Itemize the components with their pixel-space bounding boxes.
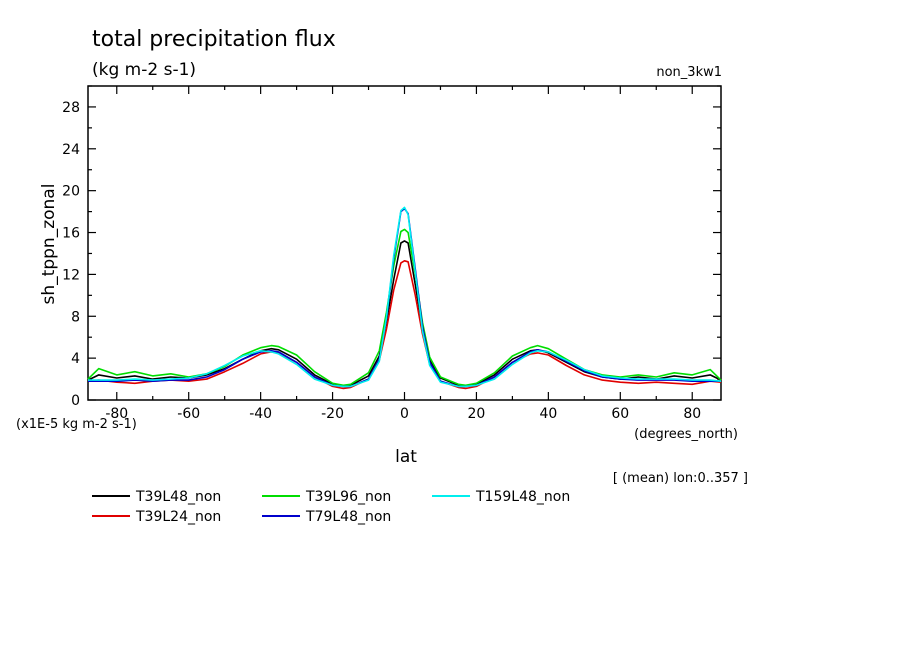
y-tick-label: 16 <box>62 226 80 242</box>
series-line-T39L48_non <box>87 240 722 388</box>
x-tick-label: 20 <box>468 406 486 422</box>
y-tick-label: 0 <box>71 393 80 409</box>
plot-area: -80 -60 -40 -20 0 20 40 60 80 0 4 8 12 16 20 24 28 <box>62 85 722 422</box>
y-tick-label: 24 <box>62 142 80 158</box>
series-line-T39L24_non <box>87 259 722 390</box>
chart-units: (kg m-2 s-1) <box>92 60 196 80</box>
experiment-label: non_3kw1 <box>656 65 722 80</box>
mean-note: [ (mean) lon:0..357 ] <box>613 471 748 486</box>
legend-label: T39L48_non <box>135 489 221 505</box>
y-tick-label: 4 <box>71 351 80 367</box>
x-tick-label: -80 <box>105 406 128 422</box>
y-tick-label: 20 <box>62 184 80 200</box>
x-units-note: (degrees_north) <box>634 427 738 442</box>
x-tick-label: 60 <box>611 406 629 422</box>
x-tick-label: -20 <box>321 406 344 422</box>
x-tick-label: -40 <box>249 406 272 422</box>
legend-label: T79L48_non <box>305 509 391 525</box>
legend-label: T159L48_non <box>475 489 570 505</box>
x-tick-label: 40 <box>539 406 557 422</box>
chart-title: total precipitation flux <box>92 27 336 52</box>
y-tick-label: 12 <box>62 267 80 283</box>
y-axis-label: sh_tppn_zonal <box>39 184 59 305</box>
x-tick-label: -60 <box>177 406 200 422</box>
x-tick-label: 80 <box>683 406 701 422</box>
series-line-T39L96_non <box>87 228 722 387</box>
y-tick-label: 8 <box>71 309 80 325</box>
series-line-T79L48_non <box>88 207 721 388</box>
legend-label: T39L24_non <box>135 509 221 525</box>
legend: T39L48_non T39L96_non T159L48_non T39L24_no… <box>92 489 570 525</box>
x-tick-label: 0 <box>400 406 409 422</box>
legend-label: T39L96_non <box>305 489 391 505</box>
scale-note: (x1E-5 kg m-2 s-1) <box>16 417 137 432</box>
y-tick-label: 28 <box>62 100 80 116</box>
series-line-T159L48_non <box>88 206 722 388</box>
plot-frame <box>87 85 722 401</box>
x-axis-label: lat <box>395 447 417 467</box>
